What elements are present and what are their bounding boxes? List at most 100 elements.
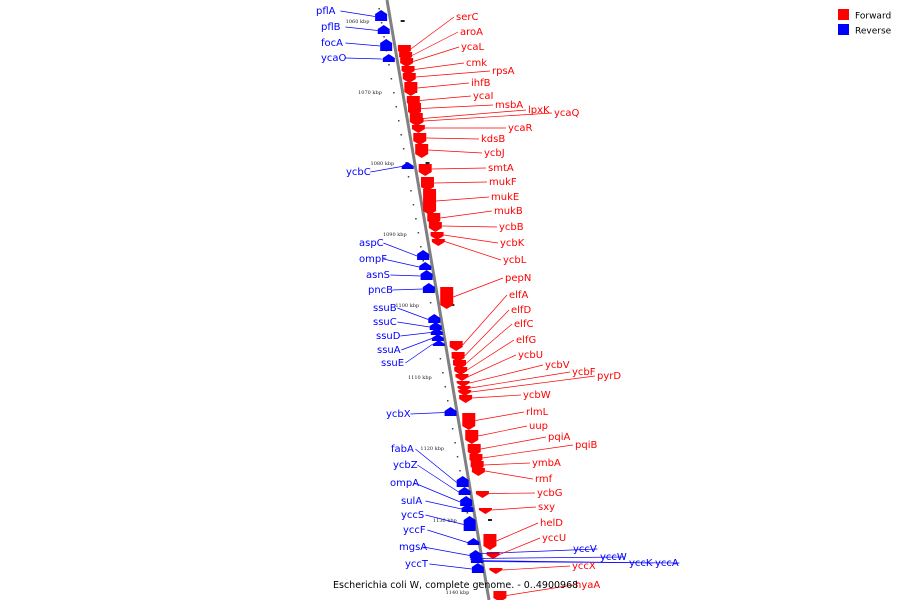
- forward-gene-feature[interactable]: [471, 468, 485, 476]
- reverse-gene-label[interactable]: pflA: [316, 6, 336, 17]
- forward-gene-feature[interactable]: [459, 395, 473, 403]
- reverse-gene-label[interactable]: ssuB: [373, 303, 397, 314]
- reverse-gene-feature[interactable]: [456, 476, 469, 487]
- reverse-gene-label[interactable]: yccT: [405, 559, 429, 570]
- forward-gene-label[interactable]: uup: [529, 421, 548, 432]
- reverse-gene-label[interactable]: yccS: [401, 510, 424, 521]
- forward-gene-label[interactable]: sxy: [538, 502, 555, 513]
- forward-gene-label[interactable]: mukB: [494, 206, 523, 217]
- reverse-gene-label[interactable]: ompA: [390, 478, 419, 489]
- forward-gene-label[interactable]: helD: [540, 518, 563, 529]
- forward-gene-label[interactable]: mukF: [489, 177, 517, 188]
- forward-gene-feature[interactable]: [467, 444, 481, 456]
- forward-gene-feature[interactable]: [408, 103, 422, 116]
- forward-gene-label[interactable]: msbA: [495, 100, 523, 111]
- forward-gene-feature[interactable]: [428, 222, 442, 232]
- reverse-gene-feature[interactable]: [419, 262, 432, 270]
- reverse-gene-feature[interactable]: [375, 10, 388, 21]
- forward-gene-feature[interactable]: [404, 82, 418, 96]
- forward-gene-label[interactable]: pepN: [505, 273, 531, 284]
- reverse-gene-label[interactable]: aspC: [359, 238, 384, 249]
- reverse-gene-label[interactable]: ycbC: [346, 167, 371, 178]
- reverse-gene-label[interactable]: ssuE: [381, 358, 404, 369]
- forward-gene-label[interactable]: elfG: [516, 335, 536, 346]
- forward-gene-label[interactable]: ycaQ: [554, 108, 580, 119]
- forward-gene-feature[interactable]: [455, 374, 469, 381]
- reverse-gene-feature[interactable]: [461, 504, 474, 512]
- forward-gene-label[interactable]: elfC: [514, 319, 533, 330]
- forward-gene-feature[interactable]: [449, 341, 463, 351]
- reverse-gene-label[interactable]: fabA: [391, 444, 414, 455]
- forward-gene-label[interactable]: mukE: [491, 192, 519, 203]
- reverse-gene-label[interactable]: ycbX: [386, 409, 411, 420]
- forward-gene-feature[interactable]: [486, 552, 500, 559]
- forward-gene-label[interactable]: ycbF: [572, 367, 596, 378]
- forward-gene-label[interactable]: rpsA: [492, 66, 515, 77]
- forward-gene-label[interactable]: ycbJ: [484, 148, 505, 159]
- forward-gene-label[interactable]: ycbK: [500, 238, 525, 249]
- forward-gene-feature[interactable]: [430, 232, 444, 240]
- forward-gene-feature[interactable]: [458, 390, 472, 396]
- forward-gene-feature[interactable]: [462, 413, 476, 430]
- reverse-gene-label[interactable]: yccF: [403, 525, 426, 536]
- reverse-gene-label[interactable]: pncB: [368, 285, 393, 296]
- forward-gene-feature[interactable]: [465, 430, 479, 444]
- reverse-gene-label[interactable]: yccW: [600, 552, 627, 563]
- reverse-gene-label[interactable]: mgsA: [399, 542, 427, 553]
- reverse-gene-label[interactable]: ssuD: [376, 331, 401, 342]
- reverse-gene-label[interactable]: ycaO: [321, 53, 347, 64]
- forward-gene-label[interactable]: ycaL: [461, 42, 485, 53]
- reverse-gene-feature[interactable]: [377, 25, 390, 34]
- reverse-gene-feature[interactable]: [422, 283, 435, 293]
- reverse-gene-feature[interactable]: [469, 550, 482, 556]
- reverse-gene-label[interactable]: ssuA: [377, 345, 401, 356]
- reverse-gene-feature[interactable]: [444, 407, 457, 416]
- reverse-gene-feature[interactable]: [401, 162, 414, 169]
- forward-gene-feature[interactable]: [489, 568, 503, 574]
- reverse-gene-label[interactable]: sulA: [401, 496, 422, 507]
- forward-gene-feature[interactable]: [415, 144, 429, 158]
- reverse-gene-feature[interactable]: [431, 334, 444, 341]
- forward-gene-label[interactable]: elfD: [511, 305, 531, 316]
- reverse-gene-feature[interactable]: [417, 250, 430, 260]
- forward-gene-label[interactable]: ycbU: [518, 350, 543, 361]
- forward-gene-feature[interactable]: [456, 381, 470, 387]
- reverse-gene-feature[interactable]: [432, 340, 445, 346]
- forward-gene-label[interactable]: pqiB: [575, 440, 597, 451]
- forward-gene-feature[interactable]: [453, 360, 466, 369]
- forward-gene-feature[interactable]: [418, 164, 432, 176]
- forward-gene-feature[interactable]: [457, 386, 471, 392]
- forward-gene-label[interactable]: rmf: [535, 474, 553, 485]
- forward-gene-feature[interactable]: [413, 133, 427, 145]
- reverse-gene-label[interactable]: ompF: [359, 254, 387, 265]
- reverse-gene-label[interactable]: yccV: [573, 544, 597, 555]
- forward-gene-label[interactable]: rlmL: [526, 407, 549, 418]
- reverse-gene-feature[interactable]: [382, 54, 395, 62]
- forward-gene-label[interactable]: ymbA: [532, 458, 561, 469]
- forward-gene-label[interactable]: ycaR: [508, 123, 533, 134]
- forward-gene-label[interactable]: ycbV: [545, 360, 570, 371]
- forward-gene-label[interactable]: aroA: [460, 27, 483, 38]
- forward-gene-feature[interactable]: [478, 508, 492, 514]
- reverse-gene-label[interactable]: pflB: [321, 22, 341, 33]
- forward-gene-label[interactable]: ihfB: [471, 78, 491, 89]
- forward-gene-feature[interactable]: [475, 491, 489, 498]
- forward-gene-label[interactable]: yccX: [572, 561, 596, 572]
- forward-gene-feature[interactable]: [400, 58, 414, 67]
- reverse-gene-label[interactable]: asnS: [366, 270, 390, 281]
- forward-gene-label[interactable]: pyrD: [597, 371, 621, 382]
- reverse-gene-feature[interactable]: [420, 270, 433, 280]
- reverse-gene-feature[interactable]: [467, 538, 480, 545]
- forward-gene-feature[interactable]: [483, 534, 497, 550]
- forward-gene-label[interactable]: smtA: [488, 163, 514, 174]
- reverse-gene-label[interactable]: focA: [321, 38, 343, 49]
- forward-gene-label[interactable]: ycbL: [503, 255, 527, 266]
- reverse-gene-label[interactable]: yccK: [629, 558, 653, 569]
- reverse-gene-feature[interactable]: [458, 487, 471, 495]
- forward-gene-label[interactable]: lpxK: [528, 105, 550, 116]
- forward-gene-feature[interactable]: [431, 239, 445, 246]
- reverse-gene-label[interactable]: ssuC: [373, 317, 397, 328]
- forward-gene-feature[interactable]: [440, 287, 454, 309]
- forward-gene-feature[interactable]: [423, 189, 437, 215]
- forward-gene-label[interactable]: ycaI: [473, 91, 494, 102]
